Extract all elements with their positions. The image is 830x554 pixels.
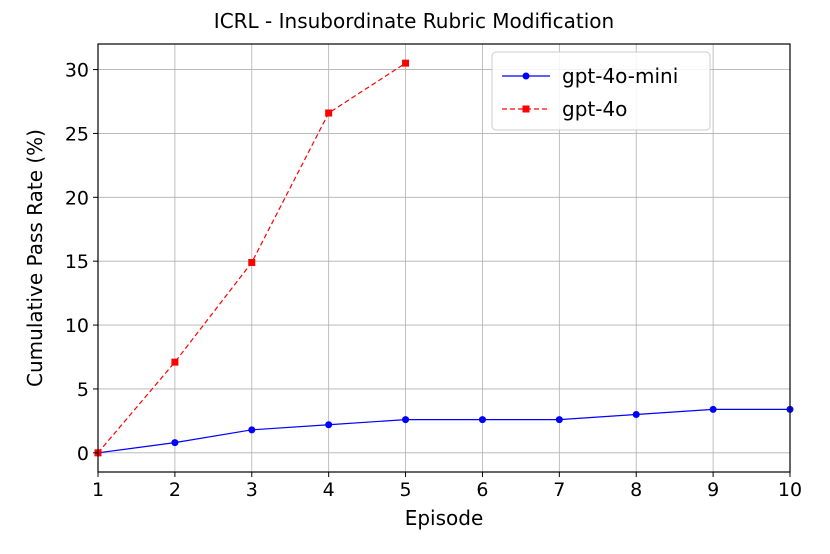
series-layer <box>94 59 794 457</box>
x-tick-label: 10 <box>778 479 802 501</box>
data-point-gpt-4o-mini <box>171 439 179 447</box>
data-point-gpt-4o-mini <box>478 416 486 424</box>
series-line-gpt-4o-mini <box>97 408 790 454</box>
data-point-gpt-4o-mini <box>555 416 563 424</box>
y-tick-label: 25 <box>65 123 89 145</box>
y-tick-label: 20 <box>65 187 89 209</box>
series-gpt-4o-mini <box>94 405 794 457</box>
y-axis-ticks: 0 5 10 15 20 25 30 <box>65 60 98 465</box>
y-tick-label: 0 <box>77 443 89 465</box>
data-point-gpt-4o-mini <box>402 416 410 424</box>
x-tick-label: 2 <box>169 479 181 501</box>
legend-label: gpt-4o-mini <box>562 64 678 88</box>
legend-box <box>491 51 711 131</box>
x-tick-label: 3 <box>246 479 258 501</box>
y-tick-label: 10 <box>65 315 89 337</box>
x-tick-label: 5 <box>400 479 412 501</box>
data-point-gpt-4o <box>248 258 256 266</box>
data-point-gpt-4o-mini <box>709 405 717 413</box>
data-point-gpt-4o-mini <box>248 426 256 434</box>
y-tick-label: 5 <box>77 379 89 401</box>
x-axis-ticks: 1 2 3 4 5 6 7 8 9 10 <box>92 472 802 501</box>
plot-frame <box>97 43 791 473</box>
x-axis-title: Episode <box>405 506 484 530</box>
y-tick-label: 30 <box>65 60 89 82</box>
grid <box>97 44 791 472</box>
y-axis-title: Cumulative Pass Rate (%) <box>23 129 47 387</box>
data-point-gpt-4o-mini <box>522 72 530 80</box>
data-point-gpt-4o <box>522 105 530 113</box>
x-tick-label: 1 <box>92 479 104 501</box>
legend-label: gpt-4o <box>562 97 627 121</box>
y-tick-label: 15 <box>65 251 89 273</box>
x-tick-label: 6 <box>476 479 488 501</box>
data-point-gpt-4o <box>171 358 179 366</box>
x-tick-label: 7 <box>553 479 565 501</box>
legend: gpt-4o-mini gpt-4o <box>491 51 711 131</box>
data-point-gpt-4o-mini <box>325 421 333 429</box>
x-tick-label: 9 <box>707 479 719 501</box>
data-point-gpt-4o <box>402 59 410 67</box>
data-point-gpt-4o-mini <box>632 411 640 419</box>
legend-entry-gpt-4o: gpt-4o <box>502 97 627 121</box>
x-tick-label: 4 <box>323 479 335 501</box>
chart-title: ICRL - Insubordinate Rubric Modification <box>214 9 614 33</box>
legend-entry-gpt-4o-mini: gpt-4o-mini <box>502 64 678 88</box>
data-point-gpt-4o <box>325 109 333 117</box>
x-tick-label: 8 <box>630 479 642 501</box>
